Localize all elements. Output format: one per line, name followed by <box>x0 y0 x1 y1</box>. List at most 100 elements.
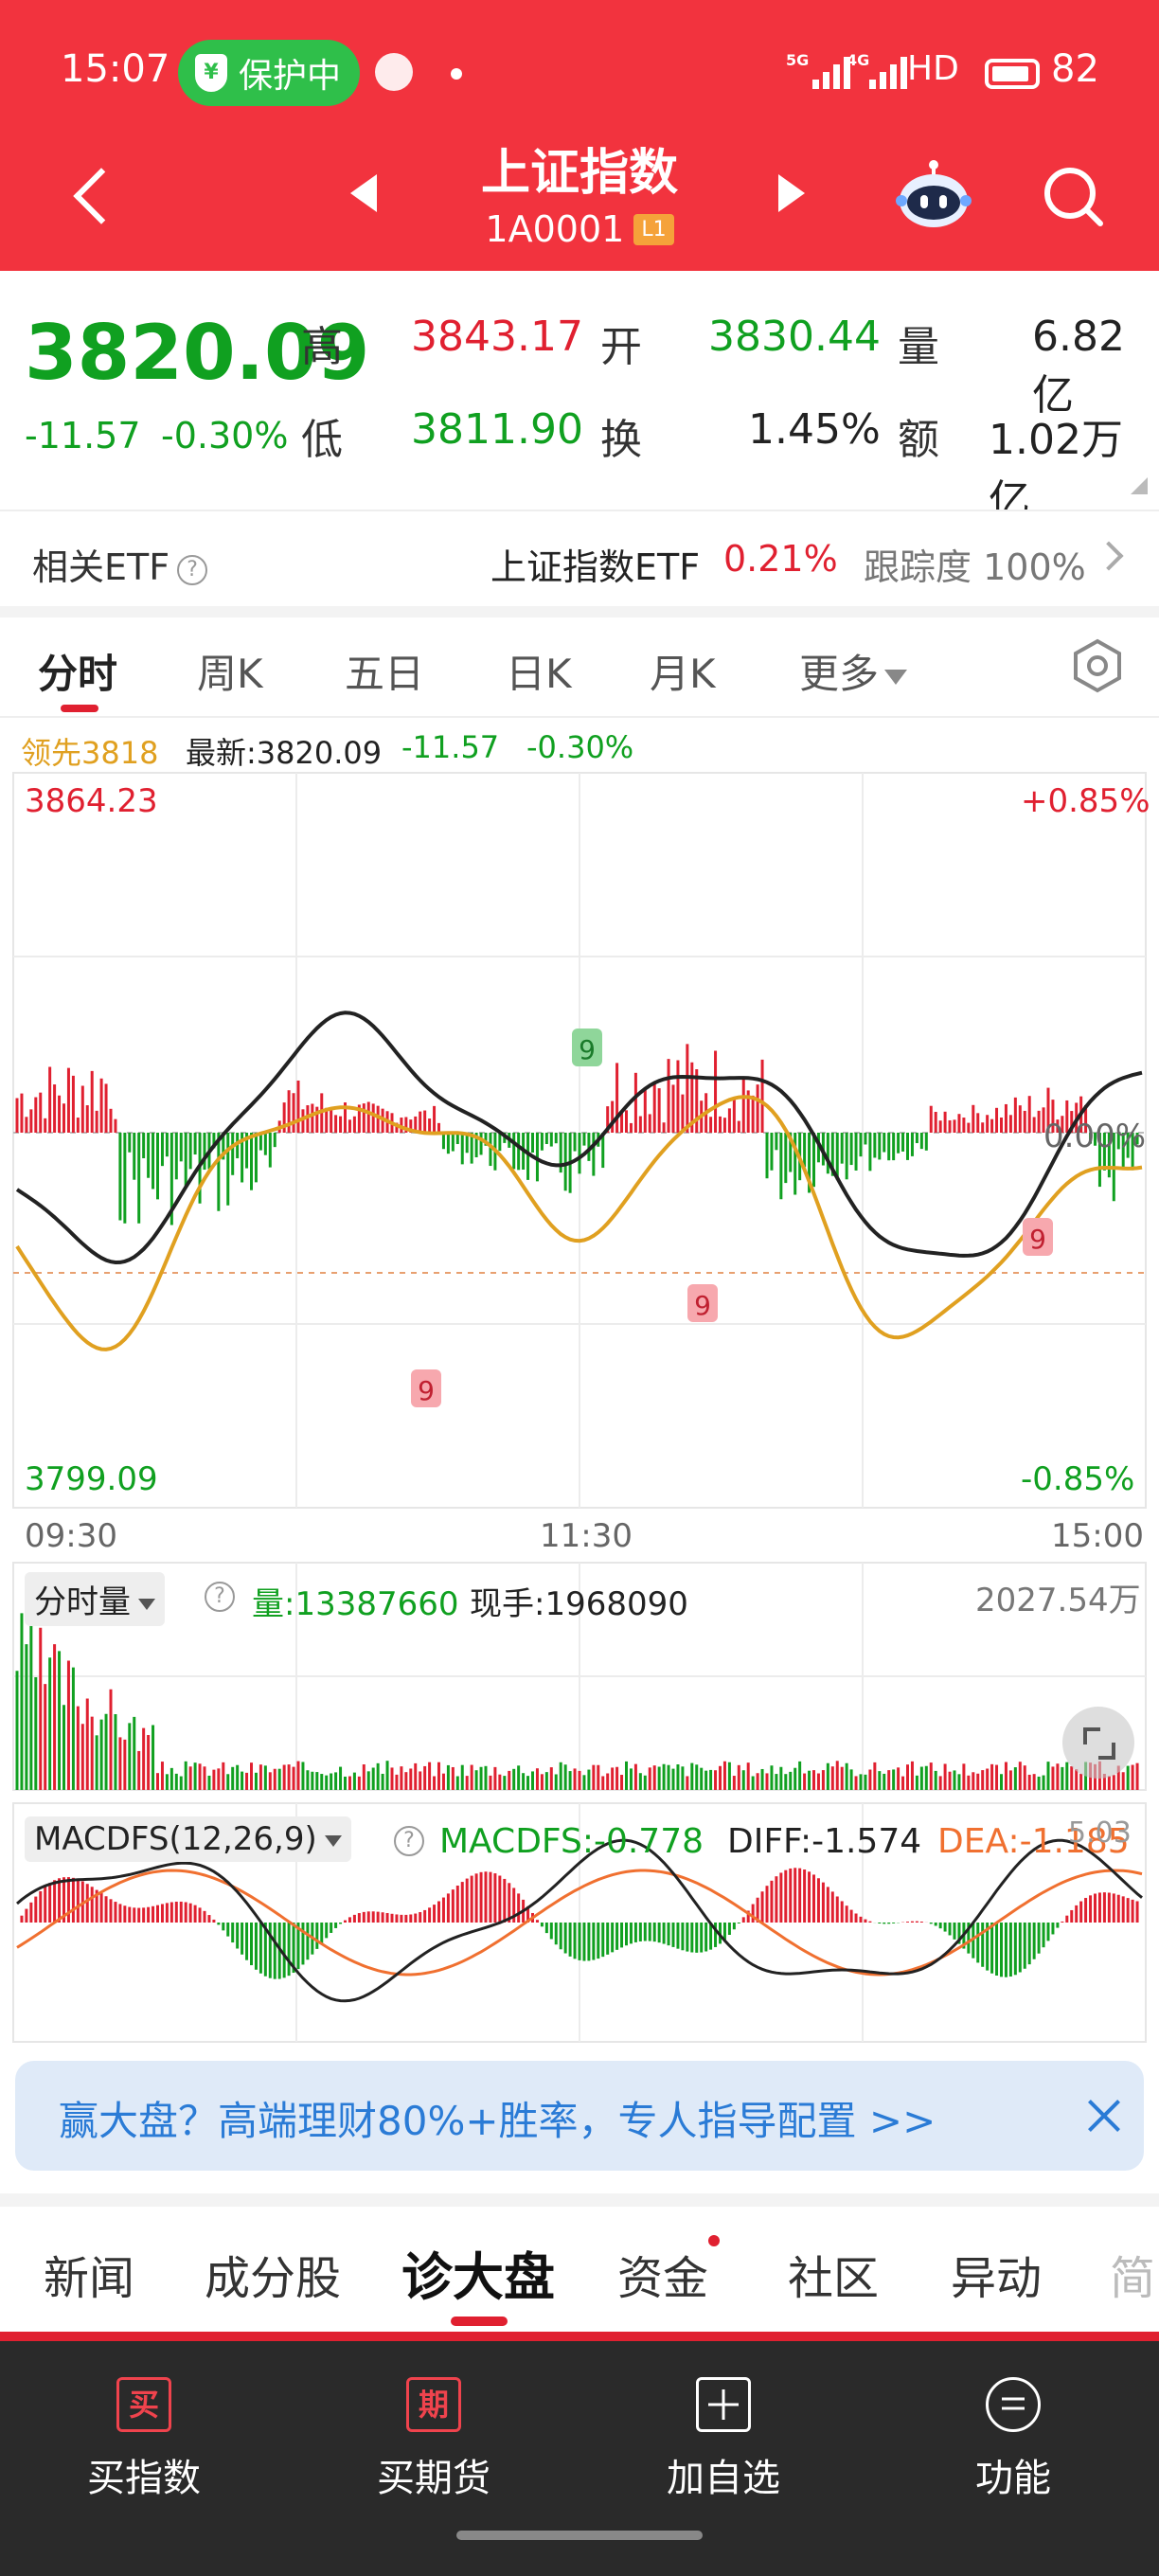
macd-axis-value: 5.03 <box>1068 1816 1132 1850</box>
price-change: -11.57 <box>25 415 141 456</box>
volume-selector-label: 分时量 <box>34 1583 131 1621</box>
sec-tab-movement[interactable]: 异动 <box>951 2252 1043 2305</box>
new-dot-icon <box>708 2235 720 2246</box>
macd-selector[interactable]: MACDFS(12,26,9) <box>25 1816 351 1862</box>
etf-change: 0.21% <box>723 538 838 580</box>
signal2-icon <box>869 55 907 89</box>
help-icon[interactable]: ? <box>394 1826 424 1856</box>
sec-tab-components[interactable]: 成分股 <box>205 2252 342 2305</box>
protect-label: 保护中 <box>239 57 342 96</box>
etf-label: 相关ETF <box>32 546 170 588</box>
legend-change-pct: -0.30% <box>526 729 634 765</box>
amount-value: 1.02万亿 <box>989 416 1123 525</box>
sec-tab-overflow[interactable]: 简 <box>1110 2252 1156 2305</box>
status-bar: 15:07 ¥ 保护中 5G 4G HD 82 <box>0 0 1159 148</box>
tracking-label: 跟踪度 <box>864 546 972 588</box>
sec-tab-funds[interactable]: 资金 <box>617 2252 709 2305</box>
home-indicator <box>456 2531 703 2540</box>
high-label: 高 <box>301 323 343 371</box>
signal-marker-label: 9 <box>1029 1224 1046 1255</box>
add-watchlist-label: 加自选 <box>667 2457 780 2500</box>
divider <box>0 716 1159 718</box>
time-axis-mid: 11:30 <box>540 1517 633 1555</box>
signal-marker <box>1023 1218 1053 1256</box>
tab-monthly-k[interactable]: 月K <box>650 651 716 697</box>
top-header: 15:07 ¥ 保护中 5G 4G HD 82 上证指数 1A0001 L1 <box>0 0 1159 271</box>
bottom-action-bar: 买 买指数 期 买期货 加自选 功能 <box>0 2341 1159 2576</box>
y-axis-bottom-label: 3799.09 <box>25 1460 158 1498</box>
buy-futures-button[interactable]: 期 买期货 <box>339 2364 528 2502</box>
tab-active-indicator <box>61 705 98 712</box>
protect-badge[interactable]: ¥ 保护中 <box>178 40 361 106</box>
prev-index-button[interactable] <box>350 174 377 212</box>
time-axis-start: 09:30 <box>25 1517 117 1555</box>
pct-axis-top-label: +0.85% <box>1021 782 1150 820</box>
volume-selector[interactable]: 分时量 <box>25 1572 165 1626</box>
price-change-pct: -0.30% <box>161 415 289 456</box>
price-line <box>15 1011 1143 1265</box>
buy-index-label: 买指数 <box>87 2457 201 2500</box>
expand-quote-icon[interactable] <box>1131 477 1148 494</box>
y-axis-top-label: 3864.23 <box>25 782 158 820</box>
latest-price: 最新:3820.09 <box>186 735 383 771</box>
fullscreen-icon[interactable] <box>1062 1707 1134 1779</box>
add-watchlist-button[interactable]: 加自选 <box>629 2364 818 2502</box>
signal2-label: 4G <box>847 51 870 69</box>
leader-label: 领先3818 <box>21 735 159 771</box>
sec-tab-news[interactable]: 新闻 <box>44 2252 135 2305</box>
signal-marker-label: 9 <box>694 1290 711 1321</box>
promo-text: 赢大盘？高端理财80%+胜率，专人指导配置 >> <box>59 2098 936 2144</box>
tab-more[interactable]: 更多 <box>799 642 908 700</box>
legend-change: -11.57 <box>401 729 500 765</box>
tab-more-label: 更多 <box>799 651 880 697</box>
search-icon[interactable] <box>1042 165 1104 227</box>
signal-marker <box>687 1284 718 1322</box>
back-button[interactable] <box>57 152 133 237</box>
page-title: 上证指数 <box>480 145 678 202</box>
red-strip <box>0 2332 1159 2341</box>
menu-circle-icon <box>986 2377 1041 2432</box>
index-code-row: 1A0001 L1 <box>390 208 769 250</box>
battery-percent: 82 <box>1051 47 1099 91</box>
robot-assistant-icon[interactable] <box>896 157 972 233</box>
macdfs-value: MACDFS:-0.778 <box>439 1822 704 1861</box>
volume-value: 6.82亿 <box>1032 313 1125 420</box>
time-axis-end: 15:00 <box>1051 1517 1144 1555</box>
level-badge: L1 <box>633 213 674 245</box>
section-tabs: 新闻 成分股 诊大盘 资金 社区 异动 简 <box>0 2207 1159 2335</box>
promo-banner[interactable]: 赢大盘？高端理财80%+胜率，专人指导配置 >> <box>15 2061 1144 2171</box>
related-etf-row[interactable]: 相关ETF? 上证指数ETF 0.21% 跟踪度 100% <box>0 511 1159 606</box>
section-gap <box>0 2193 1159 2207</box>
intraday-price-chart[interactable]: 9 9 9 9 <box>0 772 1159 1512</box>
intraday-legend: 领先3818 最新:3820.09 -11.57 -0.30% <box>0 720 1159 773</box>
low-label: 低 <box>301 416 343 464</box>
chart-tabs: 分时 周K 五日 日K 月K 更多 <box>0 617 1159 716</box>
average-price-line <box>15 1095 1143 1351</box>
etf-label-group: 相关ETF? <box>32 538 208 590</box>
volume-max-label: 2027.54万 <box>975 1582 1141 1619</box>
macd-chart[interactable] <box>0 1802 1159 2046</box>
tab-intraday[interactable]: 分时 <box>38 651 118 697</box>
close-icon[interactable] <box>1083 2095 1125 2137</box>
tab-five-day[interactable]: 五日 <box>345 651 425 697</box>
volume-chart[interactable] <box>0 1562 1159 1794</box>
help-icon[interactable]: ? <box>177 554 208 585</box>
current-price: 3820.09 <box>25 309 370 397</box>
buy-icon: 买 <box>116 2377 171 2432</box>
divider <box>0 510 1159 511</box>
settings-icon[interactable] <box>1070 638 1125 693</box>
diff-value: DIFF:-1.574 <box>727 1822 922 1861</box>
sec-tab-community[interactable]: 社区 <box>788 2252 880 2305</box>
buy-index-button[interactable]: 买 买指数 <box>49 2364 239 2502</box>
etf-name: 上证指数ETF <box>490 546 701 588</box>
tab-daily-k[interactable]: 日K <box>506 651 572 697</box>
tab-weekly-k[interactable]: 周K <box>197 651 263 697</box>
help-icon[interactable]: ? <box>205 1582 235 1612</box>
caret-down-icon <box>884 669 908 685</box>
current-hand: 现手:1968090 <box>470 1585 688 1623</box>
sec-tab-diagnosis[interactable]: 诊大盘 <box>401 2247 555 2307</box>
caret-down-icon <box>138 1598 155 1610</box>
next-index-button[interactable] <box>778 174 805 212</box>
functions-button[interactable]: 功能 <box>918 2364 1108 2502</box>
signal-marker <box>411 1369 441 1407</box>
